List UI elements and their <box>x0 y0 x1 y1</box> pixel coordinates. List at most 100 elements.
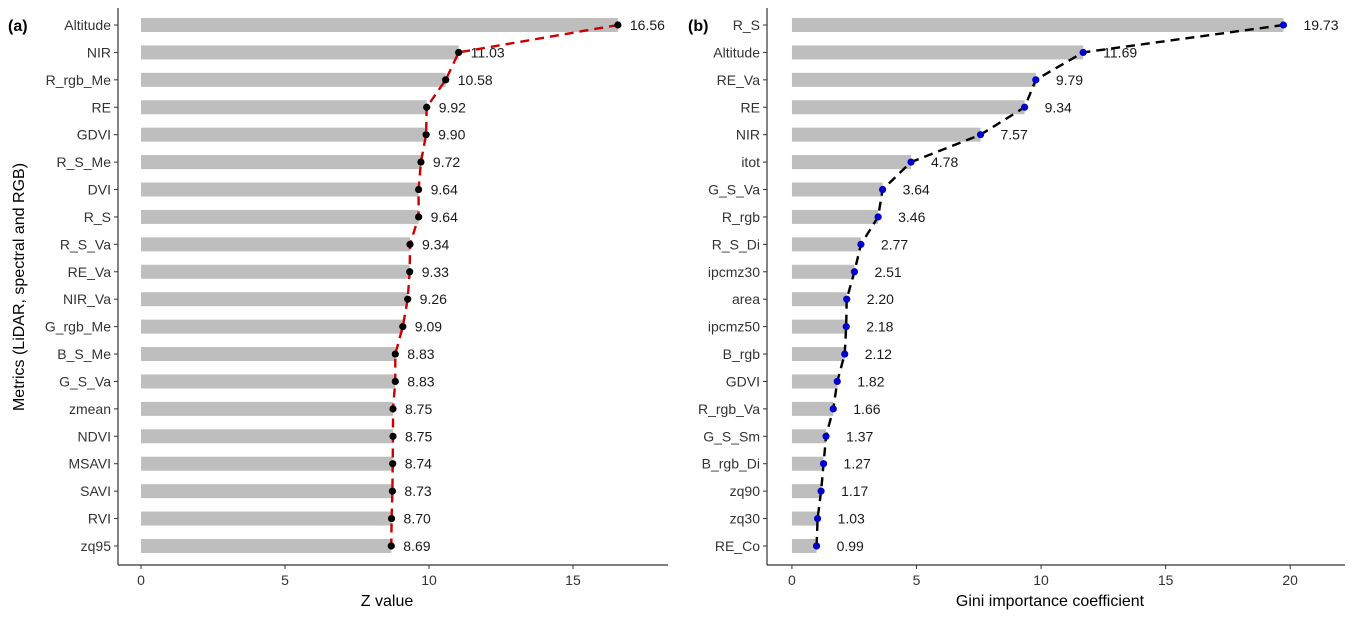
bar-b-zq30 <box>791 511 818 526</box>
point-b-9 <box>850 268 859 276</box>
panel-b-trend-overlay: 19.7311.699.799.347.574.783.643.462.772.… <box>812 17 1339 554</box>
point-a-19 <box>387 542 395 550</box>
value-label-b-6: 3.64 <box>903 182 930 198</box>
point-b-19 <box>812 542 821 550</box>
panel-b-tag: (b) <box>688 18 708 35</box>
point-b-10 <box>843 295 851 303</box>
point-b-11 <box>842 323 850 331</box>
point-a-1 <box>455 48 463 57</box>
bar-b-B_rgb <box>791 347 845 362</box>
bar-b-G_S_Sm <box>791 429 827 444</box>
value-label-b-18: 1.03 <box>838 511 865 527</box>
y-tick-label-a-15: NDVI <box>78 428 111 444</box>
y-tick-label-b-11: ipcmz50 <box>708 319 760 335</box>
y-tick-label-a-11: G_rgb_Me <box>45 319 111 335</box>
bar-b-Altitude <box>791 45 1084 60</box>
y-tick-label-a-7: R_S <box>84 209 111 225</box>
y-tick-label-a-19: zq95 <box>81 538 112 554</box>
panel-b-bars <box>791 18 1284 553</box>
bar-b-RE_Va <box>791 72 1036 87</box>
y-tick-label-a-4: GDVI <box>77 127 111 143</box>
x-tick-label-b-2: 10 <box>1033 572 1049 588</box>
bar-a-G_S_Va <box>141 374 396 389</box>
point-b-17 <box>817 487 825 495</box>
bar-b-zq90 <box>791 484 822 499</box>
bar-b-R_rgb_Va <box>791 401 834 416</box>
x-tick-label-b-0: 0 <box>788 572 796 588</box>
value-label-a-1: 11.03 <box>471 44 505 60</box>
value-label-b-3: 9.34 <box>1045 99 1072 115</box>
value-label-b-7: 3.46 <box>898 209 925 225</box>
y-tick-label-b-16: B_rgb_Di <box>702 456 760 472</box>
bar-b-R_S_Di <box>791 237 861 252</box>
x-tick-label-a-2: 10 <box>421 572 437 588</box>
y-tick-label-b-8: R_S_Di <box>712 236 760 252</box>
bar-a-R_S_Va <box>141 237 410 252</box>
value-label-a-6: 9.64 <box>431 182 458 198</box>
point-a-13 <box>391 377 399 386</box>
y-tick-label-a-16: MSAVI <box>68 456 111 472</box>
x-tick-label-b-4: 20 <box>1282 572 1298 588</box>
point-b-8 <box>857 240 865 248</box>
point-b-6 <box>879 185 887 194</box>
point-b-13 <box>833 377 841 386</box>
y-tick-label-a-0: Altitude <box>64 17 111 33</box>
panel-a-y-axis-title: Metrics (LiDAR, spectral and RGB) <box>11 163 28 411</box>
y-tick-label-b-19: RE_Co <box>715 538 760 554</box>
trend-line-a <box>390 23 619 547</box>
point-b-5 <box>907 158 915 166</box>
x-tick-label-b-3: 15 <box>1158 572 1174 588</box>
value-label-a-15: 8.75 <box>405 428 432 444</box>
point-b-3 <box>1021 103 1029 111</box>
value-label-b-0: 19.73 <box>1303 17 1338 33</box>
point-a-15 <box>389 432 397 440</box>
bar-b-B_rgb_Di <box>791 456 824 471</box>
x-tick-label-b-1: 5 <box>913 572 921 588</box>
bar-b-RE_Co <box>791 538 817 553</box>
value-label-a-9: 9.33 <box>422 264 449 280</box>
y-tick-label-a-18: RVI <box>88 511 111 527</box>
y-tick-label-b-4: NIR <box>736 127 760 143</box>
bar-a-MSAVI <box>141 456 393 471</box>
bar-a-B_S_Me <box>141 347 396 362</box>
point-a-5 <box>417 158 425 166</box>
value-label-a-19: 8.69 <box>403 538 430 554</box>
point-b-16 <box>819 460 828 468</box>
y-tick-label-a-2: R_rgb_Me <box>46 72 112 88</box>
point-b-4 <box>976 131 985 139</box>
value-label-a-12: 8.83 <box>407 346 434 362</box>
y-tick-label-b-18: zq30 <box>730 511 761 527</box>
value-label-a-3: 9.92 <box>439 99 466 115</box>
value-label-a-10: 9.26 <box>420 291 447 307</box>
point-a-12 <box>391 350 399 358</box>
bar-a-G_rgb_Me <box>141 319 403 334</box>
y-tick-label-b-15: G_S_Sm <box>703 428 760 444</box>
bar-a-NIR_Va <box>141 292 408 307</box>
point-a-17 <box>388 487 397 495</box>
panel-a-x-axis-title: Z value <box>361 593 414 610</box>
point-b-12 <box>841 350 849 358</box>
panel-a-axes: Altitude NIR R_rgb_Me RE GDVI R_S_Me DVI R_S R_S… <box>45 8 668 588</box>
bar-a-SAVI <box>141 484 393 499</box>
y-tick-label-b-2: RE_Va <box>717 72 761 88</box>
x-tick-label-a-3: 15 <box>565 572 581 588</box>
point-a-16 <box>389 460 397 468</box>
x-tick-label-a-1: 5 <box>281 572 289 588</box>
bar-a-R_rgb_Me <box>141 72 446 87</box>
value-label-a-13: 8.83 <box>407 373 434 389</box>
y-tick-label-a-17: SAVI <box>80 483 111 499</box>
y-tick-label-b-5: itot <box>741 154 760 170</box>
bar-a-GDVI <box>141 127 427 142</box>
panel-a-z-value-chart: (a) Metrics (LiDAR, spectral and RGB) Z … <box>8 8 668 610</box>
bar-b-R_S <box>791 18 1284 32</box>
point-a-0 <box>614 21 622 29</box>
bar-a-RE_Va <box>141 264 410 279</box>
value-label-a-14: 8.75 <box>405 401 432 417</box>
y-tick-label-b-14: R_rgb_Va <box>698 401 760 417</box>
point-a-2 <box>442 76 450 84</box>
y-tick-label-a-12: B_S_Me <box>57 346 111 362</box>
value-label-a-4: 9.90 <box>438 127 465 143</box>
bar-a-NDVI <box>141 429 393 444</box>
value-label-a-5: 9.72 <box>433 154 460 170</box>
value-label-a-8: 9.34 <box>422 236 449 252</box>
